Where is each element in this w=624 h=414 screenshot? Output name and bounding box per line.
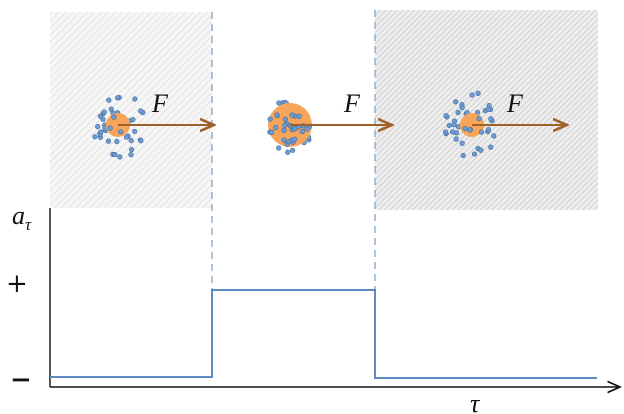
molecule: [293, 137, 298, 142]
molecule: [131, 117, 136, 122]
force-label: F: [151, 89, 169, 118]
molecule: [268, 117, 273, 122]
molecule: [108, 126, 113, 131]
molecule: [102, 110, 107, 115]
molecule: [290, 148, 295, 153]
molecule: [472, 152, 477, 157]
force-label: F: [343, 89, 361, 118]
y-axis-label: aτ: [12, 201, 32, 234]
molecule: [273, 125, 278, 130]
molecule: [115, 139, 120, 144]
molecule: [138, 109, 143, 114]
molecule: [283, 117, 288, 122]
molecule: [133, 97, 138, 102]
diagram: aτ + − τ F F F: [0, 0, 624, 414]
molecule: [282, 128, 287, 133]
molecule: [93, 134, 98, 139]
molecule: [277, 101, 282, 106]
molecule: [450, 130, 455, 135]
molecule: [468, 128, 473, 133]
molecule: [477, 116, 482, 121]
molecule: [456, 110, 461, 115]
molecule: [489, 117, 494, 122]
molecule: [470, 93, 475, 98]
x-axis-label: τ: [470, 389, 481, 414]
molecule: [282, 138, 287, 143]
molecule: [101, 117, 106, 122]
molecule: [300, 129, 305, 134]
molecule: [486, 127, 491, 132]
molecule: [447, 123, 452, 128]
molecule: [109, 107, 114, 112]
molecule: [488, 145, 493, 150]
molecule: [453, 99, 458, 104]
molecule: [129, 152, 134, 157]
molecule: [452, 122, 457, 127]
step-curve: [50, 290, 597, 378]
molecule: [476, 91, 481, 96]
molecule: [276, 146, 281, 151]
molecule: [124, 135, 129, 140]
molecule: [285, 150, 290, 155]
molecule: [479, 130, 484, 135]
molecule: [305, 127, 310, 132]
molecule: [112, 115, 117, 120]
molecule: [460, 105, 465, 110]
molecule: [297, 114, 302, 119]
molecule: [107, 98, 112, 103]
molecule: [444, 113, 449, 118]
molecule: [460, 141, 465, 146]
molecule: [293, 126, 298, 131]
molecule: [106, 139, 111, 144]
molecule: [132, 129, 137, 134]
molecule: [115, 95, 120, 100]
molecule: [290, 113, 295, 118]
region-left: [50, 12, 212, 208]
molecule: [275, 113, 280, 118]
molecule: [95, 124, 100, 129]
molecule: [118, 130, 123, 135]
molecule: [113, 152, 118, 157]
plus-label: +: [6, 269, 28, 299]
molecule: [129, 138, 134, 143]
molecule: [269, 130, 274, 135]
molecule: [491, 134, 496, 139]
molecule: [139, 138, 144, 143]
molecule: [443, 130, 448, 135]
molecule: [479, 148, 484, 153]
molecule: [283, 123, 288, 128]
molecule: [118, 155, 123, 160]
molecule: [129, 147, 134, 152]
molecule: [99, 130, 104, 135]
molecule: [286, 139, 291, 144]
molecule: [461, 153, 466, 158]
molecule: [486, 107, 491, 112]
minus-label: −: [10, 365, 32, 395]
force-label: F: [506, 89, 524, 118]
molecule: [463, 126, 468, 131]
molecule: [454, 137, 459, 142]
